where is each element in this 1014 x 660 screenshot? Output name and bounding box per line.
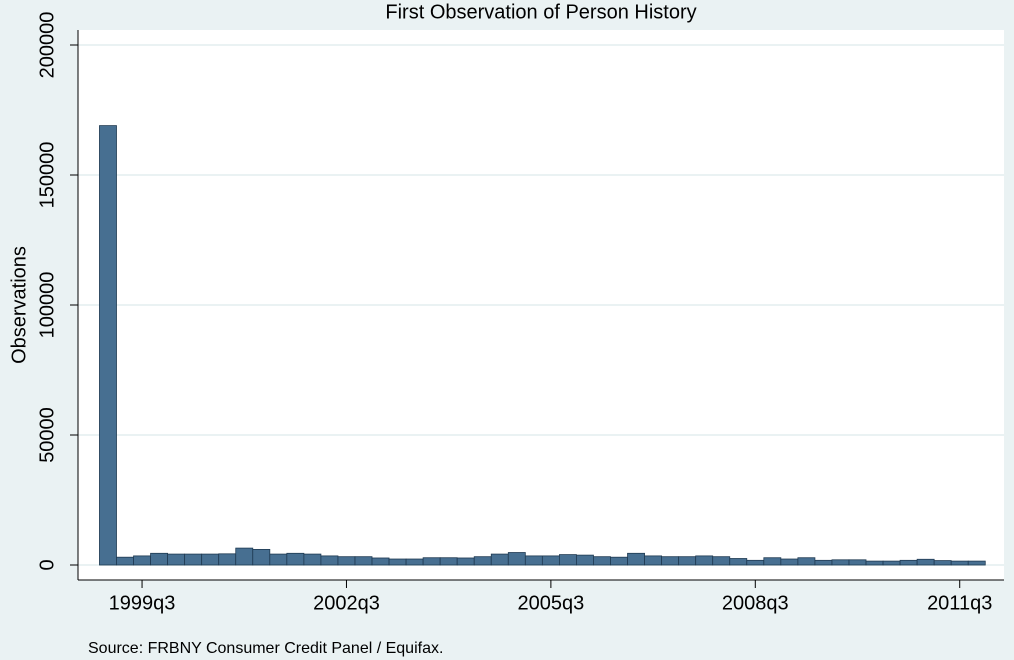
bar (661, 556, 680, 566)
bar (967, 560, 986, 566)
bar (865, 560, 884, 566)
bar (422, 557, 441, 566)
bar (320, 555, 339, 566)
bar (593, 556, 611, 566)
bar (184, 553, 203, 566)
bar (695, 555, 714, 566)
bar (763, 557, 782, 566)
bar (388, 558, 407, 566)
bar (456, 557, 475, 566)
bar (882, 560, 901, 566)
y-tick-label: 150000 (36, 142, 58, 209)
bar (371, 557, 390, 566)
bar (235, 547, 254, 566)
chart-title: First Observation of Person History (385, 1, 696, 23)
bar (473, 556, 492, 566)
bar (507, 552, 526, 566)
y-tick-label: 100000 (36, 272, 58, 339)
y-axis-label: Observations (8, 246, 30, 364)
bar (933, 560, 952, 566)
bar (252, 548, 271, 566)
x-tick-label: 1999q3 (109, 592, 176, 614)
x-tick-label: 2002q3 (313, 592, 380, 614)
bar (201, 553, 220, 566)
y-tick-label: 200000 (36, 12, 58, 79)
bar (627, 552, 645, 566)
bar (150, 552, 169, 566)
source-note: Source: FRBNY Consumer Credit Panel / Eq… (88, 640, 443, 657)
bar (354, 556, 373, 566)
y-tick-label: 50000 (36, 407, 58, 463)
bar (490, 553, 509, 566)
bar (678, 556, 697, 566)
bar (218, 553, 237, 566)
bar (797, 557, 816, 566)
bar (814, 559, 833, 566)
bar (439, 557, 458, 566)
bar (644, 555, 663, 566)
bar (286, 552, 305, 566)
bar (337, 556, 356, 566)
bar (303, 553, 322, 566)
y-tick-label: 0 (36, 559, 58, 570)
bar (116, 556, 134, 566)
x-tick-label: 2011q3 (927, 592, 992, 614)
bar (712, 556, 731, 566)
bar (848, 559, 867, 566)
bar (558, 554, 577, 566)
bar (746, 559, 765, 566)
bar (576, 554, 594, 566)
bar (916, 558, 935, 566)
x-tick-label: 2005q3 (518, 592, 585, 614)
bar (729, 558, 748, 566)
bar (780, 558, 799, 566)
bar (899, 559, 918, 566)
bar (405, 558, 424, 566)
bar (950, 560, 969, 566)
bar (831, 559, 850, 566)
bar (524, 555, 543, 566)
bar (541, 555, 560, 566)
bar (167, 553, 186, 566)
bar (610, 556, 628, 566)
x-tick-label: 2008q3 (722, 592, 789, 614)
bar (133, 555, 151, 566)
bar (99, 125, 117, 566)
bar (269, 553, 288, 566)
